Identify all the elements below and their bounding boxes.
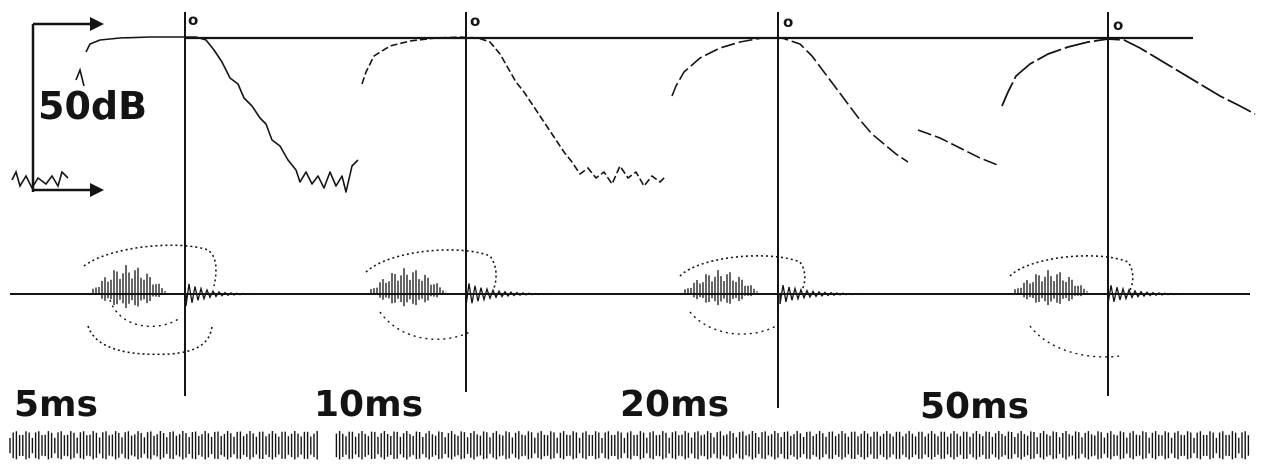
spectrum-curve-3 [671, 37, 1001, 167]
waveform-upper-4 [1009, 255, 1134, 291]
spectrum-stub-1 [11, 67, 85, 190]
waveform-burst-2 [370, 268, 447, 307]
waveform-burst-1 [92, 265, 166, 309]
waveform-upper-3 [679, 255, 806, 291]
top-arrow-icon [90, 17, 104, 31]
waveform-lower-4 [1029, 325, 1121, 358]
waveform-ringdown-1 [185, 283, 262, 307]
scale-axes [31, 22, 98, 192]
duration-label-4: 50ms [920, 386, 1029, 427]
waveform-lower-1 [87, 325, 213, 356]
waveform-ringdown-3 [779, 284, 880, 305]
spectrum-curve-2 [361, 36, 667, 187]
waveform-burst-3 [684, 270, 758, 306]
waveform-traces [83, 244, 1199, 358]
duration-label-3: 20ms [620, 384, 729, 425]
scale-label: 50dB [38, 84, 147, 128]
waveform-ringdown-4 [1107, 285, 1199, 305]
waveform-loop-1 [109, 299, 181, 328]
zero-label-1: o [188, 11, 198, 29]
spectrum-curve-1 [85, 36, 359, 193]
waveform-burst-4 [1014, 270, 1088, 306]
spectrum-curve-4 [1001, 38, 1256, 115]
zero-label-2: o [470, 12, 480, 30]
zero-label-3: o [783, 13, 793, 31]
timing-strip [9, 431, 1250, 460]
duration-label-2: 10ms [314, 384, 423, 425]
duration-label-1: 5ms [14, 384, 98, 425]
waveform-lower-2 [379, 311, 471, 340]
waveform-upper-2 [365, 249, 497, 289]
waveform-ringdown-2 [465, 283, 560, 307]
vertical-markers [184, 12, 1109, 408]
zero-label-4: o [1113, 16, 1123, 34]
bottom-arrow-icon [90, 183, 104, 197]
